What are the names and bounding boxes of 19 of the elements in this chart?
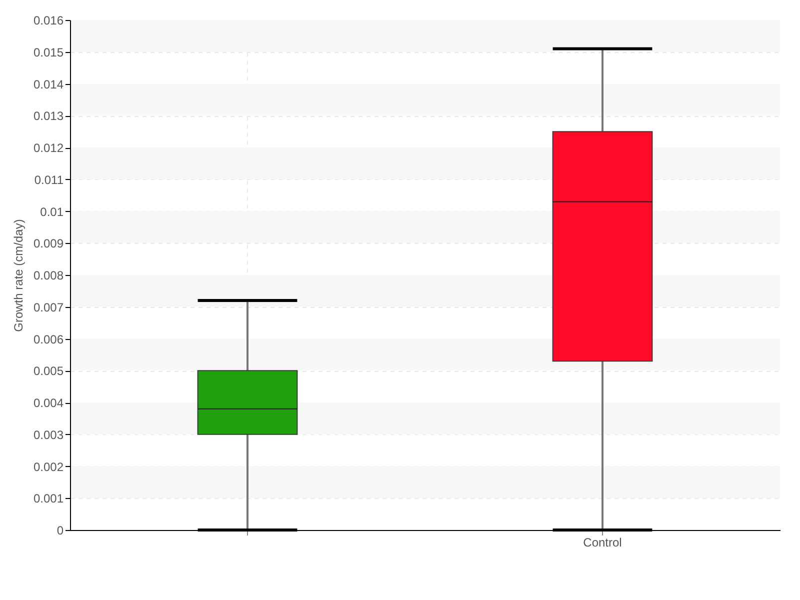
y-tick-label: 0.013 xyxy=(33,109,64,124)
y-tick-label: 0.002 xyxy=(33,460,64,474)
y-tick-label: 0.016 xyxy=(33,14,64,28)
y-tick-label: 0.005 xyxy=(33,364,64,378)
y-axis-title: Growth rate (cm/day) xyxy=(11,219,26,332)
y-tick-label: 0.011 xyxy=(34,172,64,187)
y-tick-label: 0.006 xyxy=(33,332,64,346)
y-tick-label: 0.012 xyxy=(33,141,64,155)
y-tick-label: 0.01 xyxy=(40,204,64,219)
y-tick-label: 0.007 xyxy=(33,300,64,314)
x-tick-label: Control xyxy=(583,536,622,550)
y-tick-label: 0.004 xyxy=(33,396,64,410)
y-tick-label: 0.014 xyxy=(33,77,64,92)
y-tick-label: 0.009 xyxy=(33,236,64,251)
y-tick-label: 0.003 xyxy=(33,428,64,442)
y-tick-label: 0.001 xyxy=(33,492,64,506)
y-tick-label: 0 xyxy=(56,524,64,538)
y-tick-label: 0.015 xyxy=(33,45,64,60)
y-tick-label: 0.008 xyxy=(33,268,64,282)
